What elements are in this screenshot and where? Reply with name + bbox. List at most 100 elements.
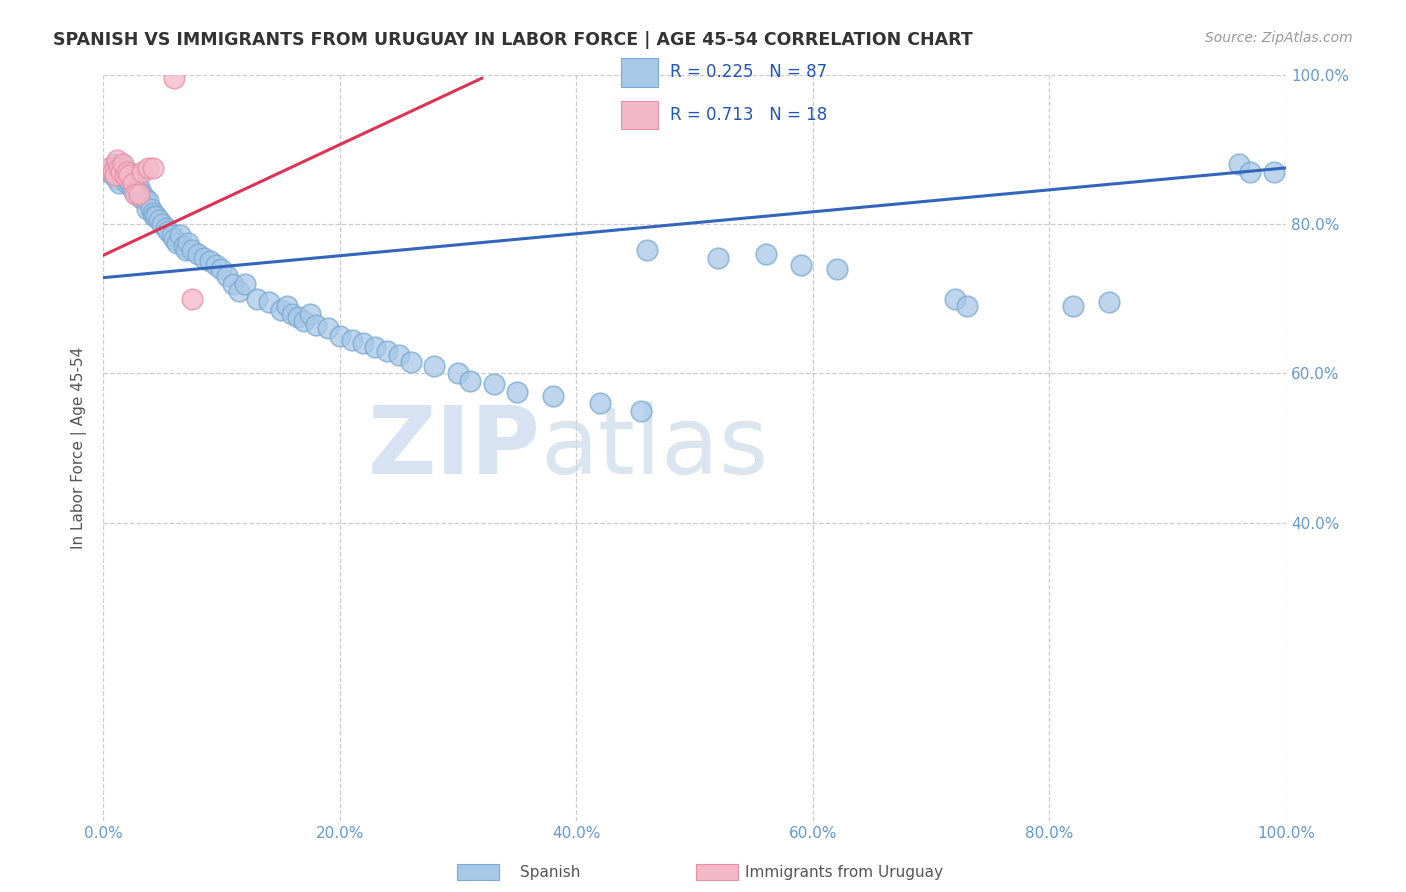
Point bbox=[163, 71, 186, 86]
Point bbox=[180, 243, 202, 257]
Point bbox=[329, 329, 352, 343]
Point bbox=[128, 183, 150, 197]
Point bbox=[115, 176, 138, 190]
Point bbox=[1062, 299, 1084, 313]
Point bbox=[204, 258, 226, 272]
Point bbox=[281, 307, 304, 321]
FancyBboxPatch shape bbox=[621, 58, 658, 87]
Point bbox=[136, 202, 159, 216]
Point bbox=[107, 176, 129, 190]
Point bbox=[142, 161, 165, 175]
Point bbox=[131, 164, 153, 178]
Point bbox=[101, 169, 124, 183]
Point bbox=[305, 318, 328, 332]
Point bbox=[340, 333, 363, 347]
Point bbox=[447, 366, 470, 380]
Point bbox=[292, 314, 315, 328]
Point bbox=[166, 235, 188, 250]
Point bbox=[104, 161, 127, 175]
Text: Source: ZipAtlas.com: Source: ZipAtlas.com bbox=[1205, 31, 1353, 45]
Point bbox=[198, 254, 221, 268]
Point bbox=[134, 191, 156, 205]
Point bbox=[180, 292, 202, 306]
Point bbox=[506, 384, 529, 399]
Point bbox=[1227, 157, 1250, 171]
Point bbox=[246, 292, 269, 306]
Point bbox=[316, 321, 339, 335]
Point bbox=[110, 164, 132, 178]
Point bbox=[173, 239, 195, 253]
Point bbox=[124, 187, 146, 202]
Point bbox=[128, 179, 150, 194]
Point bbox=[270, 302, 292, 317]
Point bbox=[121, 172, 143, 186]
Point bbox=[136, 161, 159, 175]
Point bbox=[131, 187, 153, 202]
Point bbox=[177, 235, 200, 250]
Point bbox=[101, 164, 124, 178]
Point bbox=[107, 153, 129, 168]
Point bbox=[121, 183, 143, 197]
Point bbox=[104, 169, 127, 183]
Point bbox=[211, 261, 233, 276]
Point bbox=[257, 295, 280, 310]
Point bbox=[129, 191, 152, 205]
Point bbox=[541, 389, 564, 403]
Point bbox=[228, 284, 250, 298]
Y-axis label: In Labor Force | Age 45-54: In Labor Force | Age 45-54 bbox=[72, 347, 87, 549]
Point bbox=[276, 299, 298, 313]
Point bbox=[790, 258, 813, 272]
Point bbox=[399, 355, 422, 369]
Point bbox=[107, 172, 129, 186]
Point bbox=[160, 228, 183, 243]
Point bbox=[125, 187, 148, 202]
Point bbox=[110, 157, 132, 171]
Point bbox=[955, 299, 977, 313]
Point bbox=[139, 202, 162, 216]
Point bbox=[222, 277, 245, 291]
Point bbox=[423, 359, 446, 373]
Point bbox=[118, 164, 141, 178]
Point bbox=[707, 251, 730, 265]
Point bbox=[120, 176, 142, 190]
Point bbox=[98, 161, 121, 175]
Point bbox=[825, 261, 848, 276]
Point bbox=[943, 292, 966, 306]
Point bbox=[143, 210, 166, 224]
Point bbox=[128, 187, 150, 202]
Point bbox=[104, 157, 127, 171]
Point bbox=[114, 169, 136, 183]
Point bbox=[233, 277, 256, 291]
Point bbox=[1263, 164, 1285, 178]
Point bbox=[217, 269, 239, 284]
Point bbox=[1239, 164, 1261, 178]
Text: R = 0.713   N = 18: R = 0.713 N = 18 bbox=[671, 106, 828, 124]
Point bbox=[163, 232, 186, 246]
Point bbox=[352, 336, 374, 351]
Point bbox=[169, 228, 191, 243]
Point bbox=[110, 161, 132, 175]
Point bbox=[155, 220, 177, 235]
Point bbox=[187, 247, 209, 261]
Text: atlas: atlas bbox=[541, 402, 769, 494]
Point bbox=[98, 164, 121, 178]
Point bbox=[118, 169, 141, 183]
Point bbox=[287, 310, 309, 325]
Point bbox=[364, 340, 387, 354]
Point bbox=[636, 243, 658, 257]
Text: SPANISH VS IMMIGRANTS FROM URUGUAY IN LABOR FORCE | AGE 45-54 CORRELATION CHART: SPANISH VS IMMIGRANTS FROM URUGUAY IN LA… bbox=[53, 31, 973, 49]
Point bbox=[299, 307, 322, 321]
Point bbox=[136, 194, 159, 209]
Point bbox=[375, 343, 398, 358]
Point bbox=[148, 213, 170, 227]
FancyBboxPatch shape bbox=[621, 101, 658, 129]
Point bbox=[589, 396, 612, 410]
Point bbox=[145, 210, 167, 224]
Text: ZIP: ZIP bbox=[368, 402, 541, 494]
Point bbox=[630, 403, 652, 417]
Point bbox=[142, 205, 165, 219]
Text: Spanish: Spanish bbox=[520, 865, 581, 880]
Text: R = 0.225   N = 87: R = 0.225 N = 87 bbox=[671, 63, 828, 81]
Point bbox=[482, 377, 505, 392]
Point bbox=[112, 164, 135, 178]
